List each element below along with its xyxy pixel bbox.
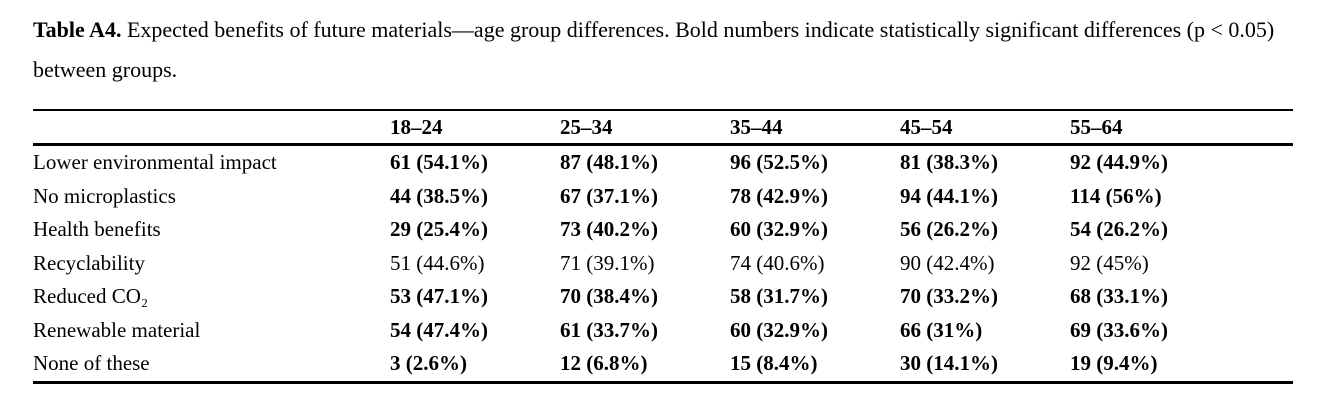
cell-value: 92 (44.9%) (1070, 150, 1168, 175)
cell-value: 60 (32.9%) (730, 217, 828, 242)
column-header: 18–24 (390, 110, 560, 146)
table-row: No microplastics 44 (38.5%) 67 (37.1%) 78 (… (33, 180, 1293, 214)
cell-value: 56 (26.2%) (900, 217, 998, 242)
cell-value: 114 (56%) (1070, 183, 1162, 208)
table-row: Reduced CO₂ 53 (47.1%) 70 (38.4%) 58 (31.7%… (33, 280, 1293, 314)
row-label: Recyclability (33, 250, 145, 275)
cell-value: 53 (47.1%) (390, 284, 488, 309)
cell-value: 92 (45%) (1070, 250, 1149, 275)
cell-value: 94 (44.1%) (900, 183, 998, 208)
row-label: Health benefits (33, 217, 161, 242)
cell-value: 70 (38.4%) (560, 284, 658, 309)
cell-value: 54 (47.4%) (390, 317, 488, 342)
table-body: Lower environmental impact 61 (54.1%) 87 (… (33, 145, 1293, 383)
cell-value: 67 (37.1%) (560, 183, 658, 208)
cell-value: 96 (52.5%) (730, 150, 828, 175)
cell-value: 3 (2.6%) (390, 351, 467, 376)
column-header: 45–54 (900, 110, 1070, 146)
cell-value: 60 (32.9%) (730, 317, 828, 342)
row-label: Lower environmental impact (33, 150, 277, 175)
cell-value: 73 (40.2%) (560, 217, 658, 242)
cell-value: 51 (44.6%) (390, 250, 485, 275)
table-caption-label: Table A4. (33, 17, 122, 42)
cell-value: 29 (25.4%) (390, 217, 488, 242)
header-row: 18–24 25–34 35–44 45–54 55–64 (33, 110, 1293, 146)
cell-value: 74 (40.6%) (730, 250, 825, 275)
row-label: Renewable material (33, 317, 201, 342)
column-header: 35–44 (730, 110, 900, 146)
table-row: Lower environmental impact 61 (54.1%) 87 (… (33, 145, 1293, 180)
table-row: None of these 3 (2.6%) 12 (6.8%) 15 (8.4%) 3… (33, 347, 1293, 382)
cell-value: 66 (31%) (900, 317, 983, 342)
table-row: Recyclability 51 (44.6%) 71 (39.1%) 74 (40.… (33, 247, 1293, 281)
cell-value: 19 (9.4%) (1070, 351, 1158, 376)
cell-value: 71 (39.1%) (560, 250, 655, 275)
table-row: Renewable material 54 (47.4%) 61 (33.7%) 60… (33, 314, 1293, 348)
cell-value: 69 (33.6%) (1070, 317, 1168, 342)
cell-value: 58 (31.7%) (730, 284, 828, 309)
age-group-table: 18–24 25–34 35–44 45–54 55–64 Lower environm… (33, 109, 1293, 384)
cell-value: 61 (54.1%) (390, 150, 488, 175)
cell-value: 78 (42.9%) (730, 183, 828, 208)
row-label: None of these (33, 351, 150, 376)
column-header: 25–34 (560, 110, 730, 146)
cell-value: 70 (33.2%) (900, 284, 998, 309)
cell-value: 30 (14.1%) (900, 351, 998, 376)
cell-value: 90 (42.4%) (900, 250, 995, 275)
table-caption: Table A4. Expected benefits of future ma… (33, 10, 1293, 90)
cell-value: 12 (6.8%) (560, 351, 648, 376)
cell-value: 68 (33.1%) (1070, 284, 1168, 309)
table-row: Health benefits 29 (25.4%) 73 (40.2%) 60 (3… (33, 213, 1293, 247)
cell-value: 81 (38.3%) (900, 150, 998, 175)
row-label: No microplastics (33, 183, 176, 208)
row-label: Reduced CO₂ (33, 284, 149, 309)
cell-value: 61 (33.7%) (560, 317, 658, 342)
column-header-empty (33, 110, 390, 146)
column-header: 55–64 (1070, 110, 1293, 146)
cell-value: 54 (26.2%) (1070, 217, 1168, 242)
cell-value: 15 (8.4%) (730, 351, 818, 376)
table-caption-text: Expected benefits of future materials—ag… (33, 17, 1275, 82)
cell-value: 87 (48.1%) (560, 150, 658, 175)
cell-value: 44 (38.5%) (390, 183, 488, 208)
